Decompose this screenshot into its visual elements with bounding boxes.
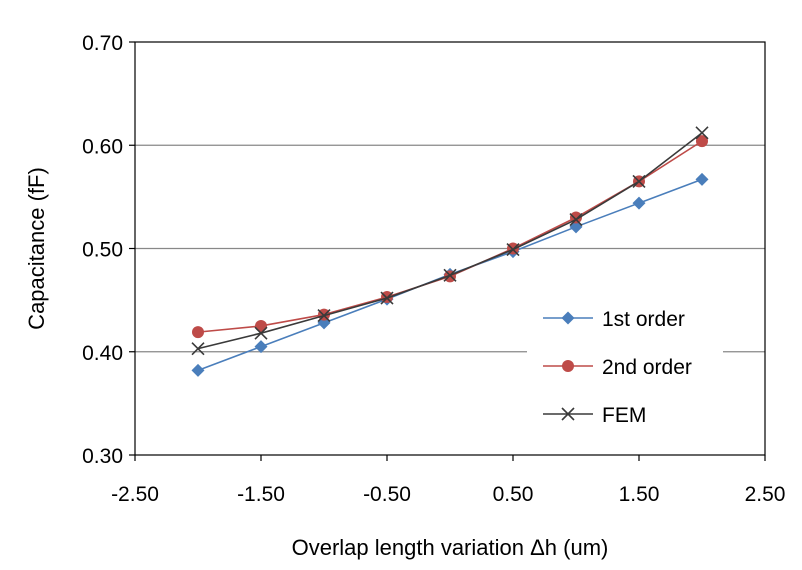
y-tick-label: 0.30 — [82, 445, 123, 468]
y-axis-title: Capacitance (fF) — [24, 167, 49, 330]
legend-entry-1st-order: 1st order — [543, 308, 685, 331]
legend: 1st order 2nd order FEM — [527, 294, 723, 446]
series-fem — [191, 126, 709, 356]
data-point-fem — [632, 174, 646, 188]
data-point-2nd-order — [255, 319, 267, 332]
data-point-fem — [191, 342, 205, 356]
y-tick-label: 0.70 — [82, 32, 123, 55]
legend-label: FEM — [602, 404, 646, 427]
legend-background — [527, 294, 723, 446]
legend-marker-2nd-order — [562, 360, 574, 372]
y-tick-label: 0.40 — [82, 342, 123, 365]
legend-entry-2nd-order: 2nd order — [543, 356, 692, 379]
x-tick-label: -1.50 — [237, 483, 285, 506]
legend-marker-fem — [561, 407, 575, 421]
x-tick-label: 1.50 — [619, 483, 660, 506]
y-axis-ticks: 0.30 0.40 0.50 0.60 0.70 — [82, 32, 135, 468]
y-tick-label: 0.50 — [82, 239, 123, 262]
data-point-fem — [695, 126, 709, 140]
data-point-fem — [254, 326, 268, 340]
data-point-1st-order — [695, 172, 709, 186]
data-point-2nd-order — [696, 135, 708, 148]
series-layer — [191, 126, 709, 377]
data-point-fem — [506, 242, 520, 257]
data-point-1st-order — [632, 196, 646, 210]
legend-entry-fem: FEM — [543, 404, 646, 427]
y-tick-label: 0.60 — [82, 135, 123, 158]
x-axis-title: Overlap length variation Δh (um) — [292, 535, 609, 560]
x-axis-ticks: -2.50 -1.50 -0.50 0.50 1.50 2.50 — [111, 455, 785, 506]
legend-marker-1st-order — [561, 311, 575, 325]
x-tick-label: 2.50 — [745, 483, 786, 506]
x-tick-label: -2.50 — [111, 483, 159, 506]
x-tick-label: 0.50 — [493, 483, 534, 506]
data-point-fem — [380, 291, 394, 305]
data-point-fem — [443, 268, 457, 282]
data-point-fem — [317, 309, 331, 323]
data-point-fem — [569, 213, 583, 227]
data-point-2nd-order — [192, 326, 204, 339]
data-point-1st-order — [191, 363, 205, 377]
legend-label: 1st order — [602, 308, 685, 331]
data-point-1st-order — [254, 340, 268, 354]
legend-label: 2nd order — [602, 356, 692, 379]
x-tick-label: -0.50 — [363, 483, 411, 506]
